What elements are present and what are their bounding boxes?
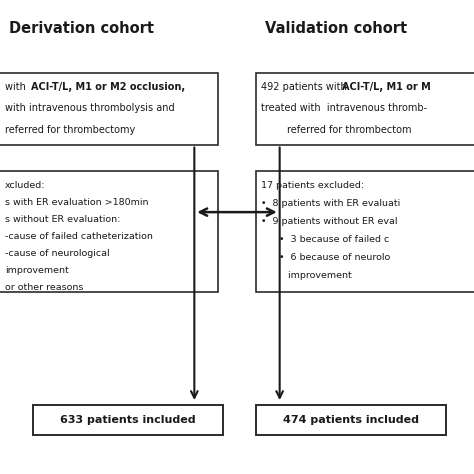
Text: 474 patients included: 474 patients included xyxy=(283,415,419,425)
Text: improvement: improvement xyxy=(5,266,68,275)
Text: or other reasons: or other reasons xyxy=(5,283,83,292)
Text: with intravenous thrombolysis and: with intravenous thrombolysis and xyxy=(5,103,174,113)
Bar xyxy=(256,171,474,292)
Text: referred for thrombectom: referred for thrombectom xyxy=(287,125,411,135)
Text: improvement: improvement xyxy=(261,271,351,280)
Bar xyxy=(256,405,446,435)
Text: 633 patients included: 633 patients included xyxy=(60,415,196,425)
Text: xcluded:: xcluded: xyxy=(5,181,45,190)
Text: Validation cohort: Validation cohort xyxy=(265,21,408,36)
Text: •  9 patients without ER eval: • 9 patients without ER eval xyxy=(261,217,397,226)
Text: treated with  intravenous thromb-: treated with intravenous thromb- xyxy=(261,103,427,113)
Text: -cause of neurological: -cause of neurological xyxy=(5,249,109,258)
Bar xyxy=(0,171,218,292)
Text: s with ER evaluation >180min: s with ER evaluation >180min xyxy=(5,198,148,207)
Text: referred for thrombectomy: referred for thrombectomy xyxy=(5,125,135,135)
Text: s without ER evaluation:: s without ER evaluation: xyxy=(5,215,120,224)
Bar xyxy=(0,73,218,145)
Text: 17 patients excluded:: 17 patients excluded: xyxy=(261,181,364,190)
Text: with: with xyxy=(5,82,29,92)
Text: ACI-T/L, M1 or M2 occlusion,: ACI-T/L, M1 or M2 occlusion, xyxy=(31,82,185,92)
Text: 492 patients with: 492 patients with xyxy=(261,82,350,92)
Bar xyxy=(256,73,474,145)
Text: •  6 because of neurolo: • 6 because of neurolo xyxy=(261,253,390,262)
Bar xyxy=(33,405,223,435)
Text: •  3 because of failed c: • 3 because of failed c xyxy=(261,235,389,244)
Text: ACI-T/L, M1 or M: ACI-T/L, M1 or M xyxy=(342,82,431,92)
Text: •  8 patients with ER evaluati: • 8 patients with ER evaluati xyxy=(261,199,400,208)
Text: Derivation cohort: Derivation cohort xyxy=(9,21,155,36)
Text: -cause of failed catheterization: -cause of failed catheterization xyxy=(5,232,153,241)
